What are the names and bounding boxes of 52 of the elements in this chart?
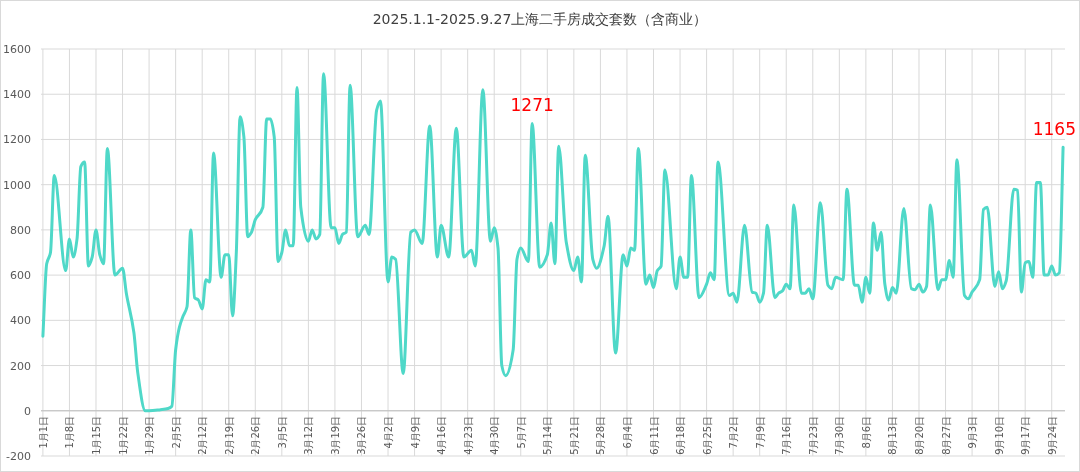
x-tick-label: 7月23日: [807, 415, 819, 455]
x-tick-label: 9月24日: [1046, 415, 1058, 455]
x-tick-label: 6月11日: [648, 415, 660, 455]
y-tick-label: 1200: [3, 133, 31, 147]
annotation: 1165: [1032, 119, 1076, 140]
x-tick-label: 8月13日: [887, 415, 899, 455]
x-tick-label: 5月28日: [595, 415, 607, 455]
x-tick-label: 9月10日: [993, 415, 1005, 455]
x-tick-label: 4月2日: [383, 415, 395, 449]
y-tick-label: 600: [10, 269, 31, 283]
x-tick-label: 1月29日: [144, 415, 156, 455]
x-tick-label: 4月9日: [409, 415, 421, 449]
annotation: 1271: [510, 95, 554, 116]
x-tick-label: 8月27日: [940, 415, 952, 455]
y-tick-label: 800: [10, 223, 31, 237]
x-tick-label: 1月15日: [90, 415, 102, 455]
x-tick-label: 6月18日: [675, 415, 687, 455]
y-tick-label: 0: [24, 404, 31, 418]
x-tick-label: 8月6日: [860, 415, 872, 449]
x-tick-label: 2月26日: [250, 415, 262, 455]
x-tick-label: 4月23日: [462, 415, 474, 455]
x-tick-label: 2月19日: [223, 415, 235, 455]
x-tick-label: 7月9日: [754, 415, 766, 449]
x-tick-label: 6月25日: [701, 415, 713, 455]
x-tick-label: 1月22日: [117, 415, 129, 455]
y-tick-label: 200: [10, 359, 31, 373]
x-tick-label: 9月17日: [1020, 415, 1032, 455]
x-tick-label: 2月12日: [197, 415, 209, 455]
x-tick-label: 2月5日: [170, 415, 182, 449]
y-tick-label: 1600: [3, 43, 31, 56]
x-tick-label: 3月12日: [303, 415, 315, 455]
x-tick-label: 5月7日: [515, 415, 527, 449]
x-tick-label: 7月16日: [781, 415, 793, 455]
x-tick-label: 7月2日: [728, 415, 740, 449]
chart-title: 2025.1.1-2025.9.27上海二手房成交套数（含商业）: [372, 11, 708, 27]
x-tick-label: 5月21日: [568, 415, 580, 455]
x-tick-label: 6月4日: [621, 415, 633, 449]
x-tick-label: 3月5日: [276, 415, 288, 449]
x-tick-label: 1月1日: [37, 415, 49, 449]
x-tick-label: 4月30日: [489, 415, 501, 455]
y-tick-label: 1400: [3, 88, 31, 102]
x-tick-label: 5月14日: [542, 415, 554, 455]
y-tick-label: 1000: [3, 178, 31, 192]
x-tick-label: 9月3日: [967, 415, 979, 449]
x-tick-label: 8月20日: [913, 415, 925, 455]
x-tick-label: 1月8日: [64, 415, 76, 449]
x-tick-label: 7月30日: [834, 415, 846, 455]
x-tick-label: 3月19日: [329, 415, 341, 455]
y-tick-label: -200: [6, 450, 31, 463]
y-tick-label: 400: [10, 314, 31, 328]
x-tick-label: 4月16日: [436, 415, 448, 455]
x-tick-label: 3月26日: [356, 415, 368, 455]
